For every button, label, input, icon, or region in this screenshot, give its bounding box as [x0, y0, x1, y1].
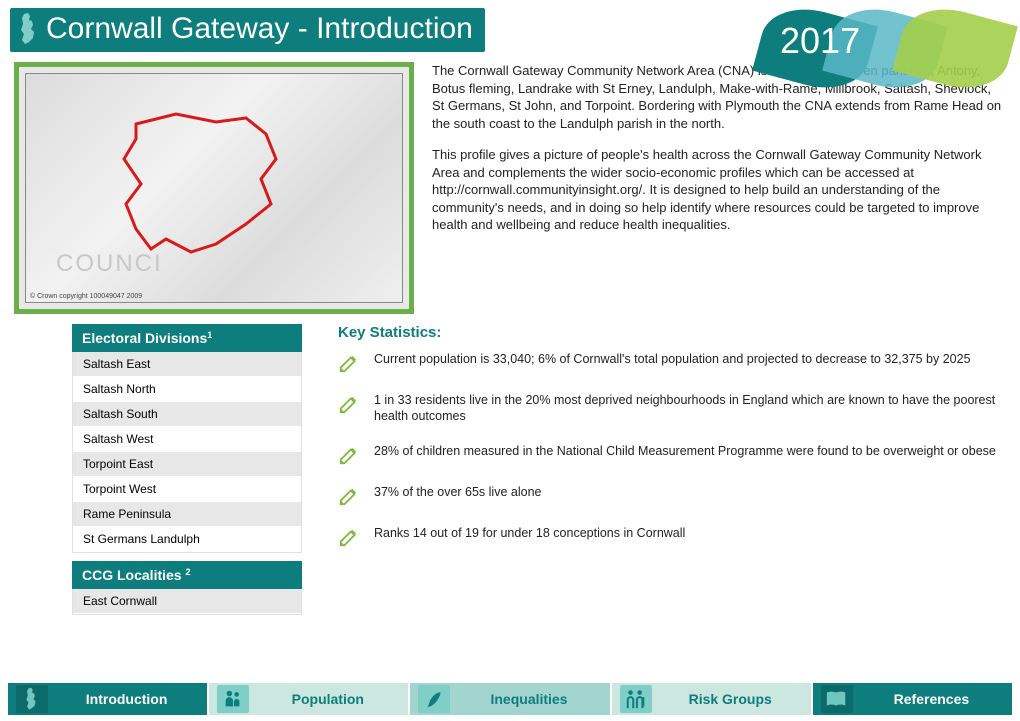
nav-label: Risk Groups: [662, 691, 811, 707]
map-boundary-outline: [106, 104, 326, 264]
intro-paragraph-2: This profile gives a picture of people's…: [432, 146, 1006, 234]
stat-text: Current population is 33,040; 6% of Corn…: [374, 351, 971, 367]
book-icon: [825, 689, 849, 709]
map-image: COUNCI © Crown copyright 100049047 2009: [25, 73, 403, 303]
uk-map-icon: [23, 687, 41, 711]
people-icon: [222, 688, 244, 710]
key-statistics-heading: Key Statistics:: [338, 324, 1006, 341]
tab-population[interactable]: Population: [209, 683, 408, 715]
stat-text: 37% of the over 65s live alone: [374, 484, 541, 500]
tab-references[interactable]: References: [813, 683, 1012, 715]
table-row: East Cornwall: [73, 589, 301, 614]
page-title: Cornwall Gateway - Introduction: [46, 12, 473, 46]
stats-list: Current population is 33,040; 6% of Corn…: [338, 351, 1006, 548]
intro-text-block: The Cornwall Gateway Community Network A…: [432, 62, 1006, 314]
table-row: Saltash East: [73, 352, 301, 377]
stat-text: 28% of children measured in the National…: [374, 443, 996, 459]
stat-item: Ranks 14 out of 19 for under 18 concepti…: [338, 525, 1006, 548]
pencil-icon: [338, 393, 360, 415]
table-row: Saltash North: [73, 377, 301, 402]
table-row: Rame Peninsula: [73, 502, 301, 527]
nav-icon-box: [821, 685, 853, 713]
table-row: Saltash West: [73, 427, 301, 452]
nav-label: Introduction: [58, 691, 207, 707]
table-row: Torpoint East: [73, 452, 301, 477]
table-row: Saltash South: [73, 402, 301, 427]
electoral-heading-text: Electoral Divisions: [82, 330, 207, 346]
nav-icon-box: [16, 685, 48, 713]
stat-item: Current population is 33,040; 6% of Corn…: [338, 351, 1006, 374]
pencil-icon: [338, 526, 360, 548]
feather-icon: [424, 688, 444, 710]
stat-item: 28% of children measured in the National…: [338, 443, 1006, 466]
map-copyright: © Crown copyright 100049047 2009: [30, 293, 142, 300]
ccg-heading-text: CCG Localities: [82, 567, 185, 583]
table-row: St Germans Landulph: [73, 527, 301, 552]
group-icon: [624, 688, 648, 710]
electoral-divisions-list: Saltash EastSaltash NorthSaltash SouthSa…: [72, 352, 302, 553]
year-label: 2017: [780, 20, 860, 62]
ccg-localities-list: East Cornwall: [72, 589, 302, 615]
table-row: Torpoint West: [73, 477, 301, 502]
stat-text: 1 in 33 residents live in the 20% most d…: [374, 392, 1006, 425]
map-watermark: COUNCI: [56, 250, 163, 278]
stat-item: 37% of the over 65s live alone: [338, 484, 1006, 507]
nav-label: Population: [259, 691, 408, 707]
tab-risk-groups[interactable]: Risk Groups: [612, 683, 811, 715]
page-title-bar: Cornwall Gateway - Introduction: [10, 8, 485, 52]
ccg-localities-header: CCG Localities 2: [72, 561, 302, 589]
nav-label: Inequalities: [460, 691, 609, 707]
year-badge: 2017: [740, 6, 1000, 96]
ccg-sup: 2: [185, 567, 190, 577]
nav-icon-box: [620, 685, 652, 713]
key-statistics: Key Statistics: Current population is 33…: [338, 324, 1006, 615]
nav-icon-box: [217, 685, 249, 713]
pencil-icon: [338, 485, 360, 507]
electoral-sup: 1: [207, 330, 212, 340]
map-container: COUNCI © Crown copyright 100049047 2009: [14, 62, 414, 314]
stat-item: 1 in 33 residents live in the 20% most d…: [338, 392, 1006, 425]
electoral-divisions-header: Electoral Divisions1: [72, 324, 302, 352]
pencil-icon: [338, 444, 360, 466]
uk-map-icon: [18, 12, 40, 46]
nav-icon-box: [418, 685, 450, 713]
nav-label: References: [863, 691, 1012, 707]
tab-inequalities[interactable]: Inequalities: [410, 683, 609, 715]
stat-text: Ranks 14 out of 19 for under 18 concepti…: [374, 525, 685, 541]
pencil-icon: [338, 352, 360, 374]
tab-introduction[interactable]: Introduction: [8, 683, 207, 715]
tables-column: Electoral Divisions1 Saltash EastSaltash…: [72, 324, 302, 615]
lower-section: Electoral Divisions1 Saltash EastSaltash…: [0, 314, 1020, 615]
bottom-nav: Introduction Population Inequalities Ris…: [8, 683, 1012, 715]
